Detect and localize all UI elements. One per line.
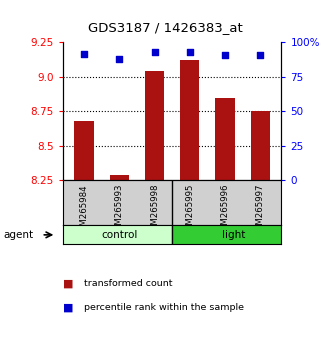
Text: GSM265993: GSM265993	[115, 184, 124, 236]
Point	[117, 56, 122, 62]
Text: GSM265984: GSM265984	[79, 184, 88, 236]
Point	[258, 52, 263, 58]
Bar	[180, 61, 199, 180]
Text: GSM265995: GSM265995	[185, 184, 194, 236]
Point	[187, 49, 192, 55]
Text: agent: agent	[3, 230, 33, 240]
Point	[222, 52, 228, 58]
Text: GSM265998: GSM265998	[150, 184, 159, 236]
Point	[152, 49, 157, 55]
Text: control: control	[101, 230, 137, 240]
Bar	[110, 175, 129, 180]
Bar	[251, 112, 270, 180]
Text: GSM265997: GSM265997	[256, 184, 265, 236]
Point	[81, 51, 87, 56]
Bar	[63, 225, 172, 244]
Text: transformed count: transformed count	[84, 279, 173, 288]
Text: percentile rank within the sample: percentile rank within the sample	[84, 303, 244, 313]
Bar	[172, 225, 281, 244]
Bar	[74, 121, 94, 180]
Text: GDS3187 / 1426383_at: GDS3187 / 1426383_at	[88, 21, 243, 34]
Bar	[215, 98, 235, 180]
Text: GSM265996: GSM265996	[220, 184, 229, 236]
Bar	[145, 72, 164, 180]
Text: ■: ■	[63, 278, 73, 288]
Text: light: light	[222, 230, 246, 240]
Text: ■: ■	[63, 303, 73, 313]
